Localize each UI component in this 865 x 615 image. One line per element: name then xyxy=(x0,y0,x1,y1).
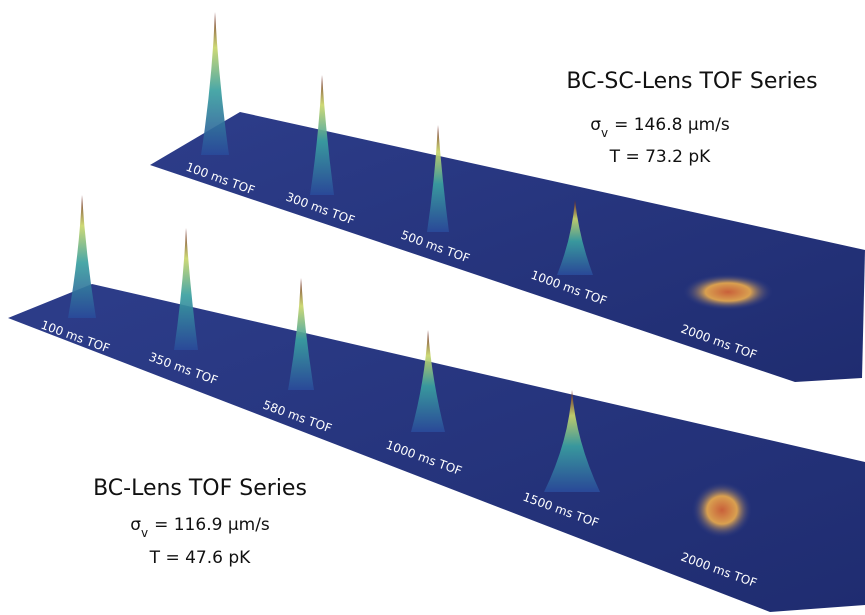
peak xyxy=(427,125,449,232)
peak xyxy=(557,200,593,275)
temperature: T = 73.2 pK xyxy=(609,147,711,167)
peaks xyxy=(68,12,773,538)
panel-title: BC-SC-Lens TOF Series xyxy=(566,69,817,94)
sigma-symbol: σ xyxy=(130,515,141,535)
blob xyxy=(692,482,752,538)
sigma: σv = 146.8 μm/s xyxy=(590,115,730,140)
peak xyxy=(174,228,198,350)
peak xyxy=(288,278,314,390)
peak xyxy=(201,12,229,155)
sigma-sub: v xyxy=(601,126,608,140)
sigma-symbol: σ xyxy=(590,115,601,135)
panel-title: BC-Lens TOF Series xyxy=(93,476,307,501)
bottom-strip xyxy=(8,284,865,612)
peak xyxy=(411,330,445,432)
sigma: σv = 116.9 μm/s xyxy=(130,515,270,540)
peak xyxy=(68,195,96,318)
sigma-text: = 116.9 μm/s xyxy=(154,515,270,535)
peak xyxy=(310,75,334,195)
temperature: T = 47.6 pK xyxy=(149,548,251,568)
peak xyxy=(544,390,600,492)
blob xyxy=(683,274,773,310)
sigma-text: = 146.8 μm/s xyxy=(614,115,730,135)
sigma-sub: v xyxy=(141,526,148,540)
